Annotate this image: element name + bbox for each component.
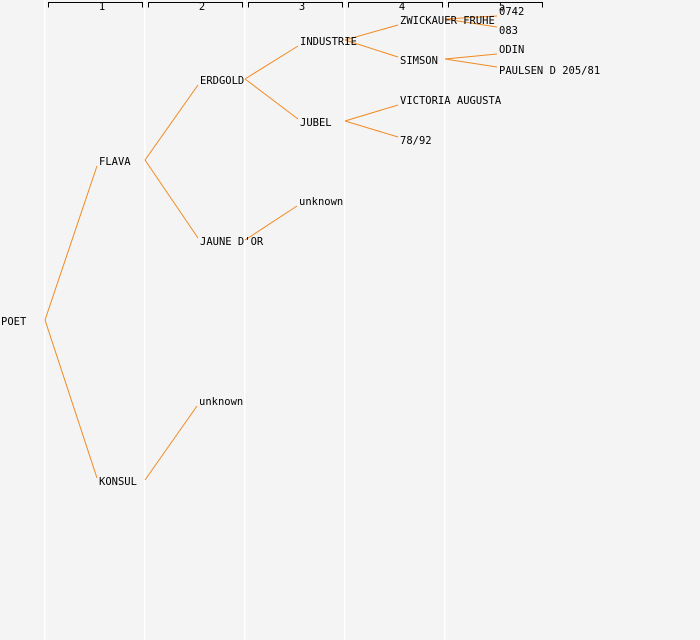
ruler-column-number-4: 4 [398, 1, 406, 13]
pedigree-edge [44, 319, 98, 479]
pedigree-node-unknown-konsul[interactable]: unknown [199, 396, 244, 408]
pedigree-node-odin[interactable]: ODIN [499, 44, 525, 56]
pedigree-node-industrie[interactable]: INDUSTRIE [300, 36, 357, 48]
ruler-column-number-2: 2 [198, 1, 206, 13]
pedigree-node-paulsen-d-205-81[interactable]: PAULSEN D 205/81 [499, 65, 601, 77]
ruler-column-number-1: 1 [98, 1, 106, 13]
pedigree-node-0742[interactable]: 0742 [499, 6, 525, 18]
pedigree-node-jubel[interactable]: JUBEL [300, 117, 332, 129]
pedigree-edge [444, 53, 498, 60]
ruler-column-number-5: 5 [498, 1, 506, 13]
pedigree-edge [444, 58, 498, 68]
pedigree-edge [144, 159, 199, 239]
pedigree-edge [244, 205, 298, 241]
pedigree-edge [344, 120, 399, 138]
pedigree-node-konsul[interactable]: KONSUL [99, 476, 137, 488]
pedigree-node-083[interactable]: 083 [499, 25, 518, 37]
pedigree-edge [144, 405, 198, 481]
pedigree-edge [244, 45, 299, 80]
pedigree-node-flava[interactable]: FLAVA [99, 156, 131, 168]
pedigree-node-poet[interactable]: POET [1, 316, 27, 328]
pedigree-node-78-92[interactable]: 78/92 [400, 135, 432, 147]
pedigree-node-simson[interactable]: SIMSON [400, 55, 438, 67]
pedigree-edge [344, 104, 399, 122]
pedigree-node-victoria-augusta[interactable]: VICTORIA AUGUSTA [400, 95, 502, 107]
pedigree-node-erdgold[interactable]: ERDGOLD [200, 75, 245, 87]
pedigree-node-jaune-d-or[interactable]: JAUNE D'OR [200, 236, 264, 248]
pedigree-node-zwickauer-fruhe[interactable]: ZWICKAUER FRUHE [400, 15, 495, 27]
ruler-column-number-3: 3 [298, 1, 306, 13]
pedigree-edge [44, 165, 98, 321]
pedigree-node-unknown-jaune[interactable]: unknown [299, 196, 344, 208]
pedigree-edge [244, 78, 299, 120]
pedigree-edge [144, 84, 199, 161]
